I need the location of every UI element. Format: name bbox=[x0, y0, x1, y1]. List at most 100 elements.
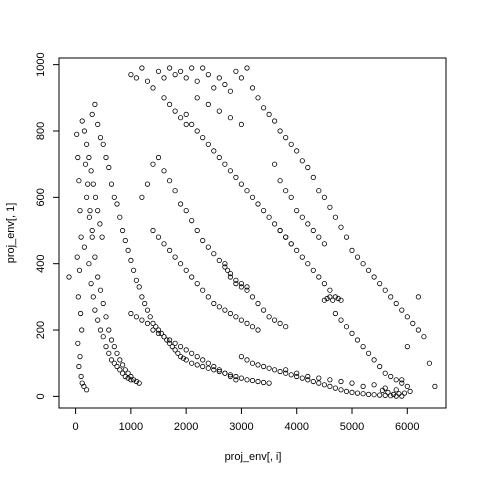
data-point bbox=[244, 377, 250, 383]
data-point bbox=[194, 353, 200, 360]
data-point bbox=[183, 267, 189, 273]
data-point bbox=[155, 68, 162, 74]
data-point bbox=[158, 330, 164, 336]
data-point bbox=[200, 65, 206, 71]
data-point bbox=[167, 178, 173, 184]
data-point bbox=[410, 320, 416, 326]
data-points bbox=[66, 65, 438, 399]
data-point bbox=[294, 373, 300, 380]
data-point bbox=[211, 251, 217, 257]
data-point bbox=[150, 227, 156, 234]
data-point bbox=[97, 327, 104, 333]
data-point bbox=[131, 377, 137, 383]
data-point bbox=[332, 385, 338, 391]
data-point bbox=[349, 380, 355, 386]
data-point bbox=[266, 214, 272, 220]
data-point bbox=[211, 363, 217, 370]
data-point bbox=[349, 247, 355, 253]
data-point bbox=[103, 343, 109, 350]
data-point bbox=[294, 148, 300, 154]
data-point bbox=[78, 310, 84, 317]
data-point bbox=[194, 227, 200, 234]
data-point bbox=[249, 294, 256, 300]
data-point bbox=[92, 254, 98, 260]
data-point bbox=[84, 387, 90, 393]
data-point bbox=[194, 78, 200, 84]
data-point bbox=[150, 327, 156, 333]
data-point bbox=[167, 101, 173, 108]
data-point bbox=[172, 108, 178, 114]
data-point bbox=[183, 111, 189, 118]
data-point bbox=[161, 241, 167, 247]
data-point bbox=[216, 75, 222, 81]
data-point bbox=[79, 118, 85, 124]
data-point bbox=[244, 284, 250, 290]
data-point bbox=[211, 148, 217, 154]
x-tick-label: 4000 bbox=[284, 421, 308, 433]
data-point bbox=[266, 111, 272, 118]
data-point bbox=[260, 307, 267, 313]
data-point bbox=[238, 353, 244, 360]
data-point bbox=[97, 287, 104, 293]
data-point bbox=[150, 320, 156, 326]
data-point bbox=[77, 208, 83, 214]
data-point bbox=[205, 244, 211, 250]
data-point bbox=[365, 391, 372, 397]
data-point bbox=[111, 343, 117, 350]
data-point bbox=[255, 362, 261, 368]
data-point bbox=[343, 234, 350, 240]
data-point bbox=[222, 370, 228, 376]
data-point bbox=[255, 327, 261, 333]
data-point bbox=[244, 188, 250, 194]
data-point bbox=[238, 75, 244, 81]
data-point bbox=[385, 389, 391, 395]
data-point bbox=[238, 280, 244, 287]
data-point bbox=[324, 295, 330, 302]
data-point bbox=[172, 188, 178, 194]
data-point bbox=[310, 174, 316, 180]
data-point bbox=[144, 181, 151, 187]
data-point bbox=[183, 121, 189, 128]
data-point bbox=[167, 337, 173, 343]
data-point bbox=[205, 360, 211, 366]
data-point bbox=[133, 277, 139, 283]
data-point bbox=[288, 194, 294, 200]
data-point bbox=[205, 141, 211, 147]
data-point bbox=[288, 241, 294, 247]
data-point bbox=[144, 307, 151, 313]
data-point bbox=[365, 350, 372, 356]
data-point bbox=[407, 388, 413, 394]
data-point bbox=[227, 274, 233, 280]
data-point bbox=[200, 287, 206, 293]
data-point bbox=[150, 161, 156, 167]
data-point bbox=[167, 65, 173, 71]
data-point bbox=[95, 121, 101, 128]
data-point bbox=[393, 300, 399, 307]
data-point bbox=[332, 214, 338, 220]
data-point bbox=[305, 221, 311, 227]
data-point bbox=[120, 227, 126, 234]
data-point bbox=[200, 237, 206, 244]
data-point bbox=[266, 380, 272, 386]
data-point bbox=[172, 254, 178, 260]
data-point bbox=[161, 334, 167, 340]
data-point bbox=[360, 391, 366, 397]
data-point bbox=[310, 227, 316, 234]
data-point bbox=[180, 355, 186, 361]
data-point bbox=[233, 373, 239, 380]
data-point bbox=[421, 334, 427, 340]
data-point bbox=[393, 393, 399, 399]
data-point bbox=[225, 267, 231, 273]
data-point bbox=[338, 378, 344, 385]
data-point bbox=[100, 300, 106, 307]
data-point bbox=[216, 304, 222, 310]
data-point bbox=[194, 362, 200, 368]
data-point bbox=[205, 365, 211, 371]
data-point bbox=[122, 367, 128, 373]
data-point bbox=[92, 307, 98, 313]
data-point bbox=[108, 357, 115, 363]
data-point bbox=[360, 343, 366, 350]
data-point bbox=[299, 375, 305, 381]
data-point bbox=[371, 357, 377, 363]
